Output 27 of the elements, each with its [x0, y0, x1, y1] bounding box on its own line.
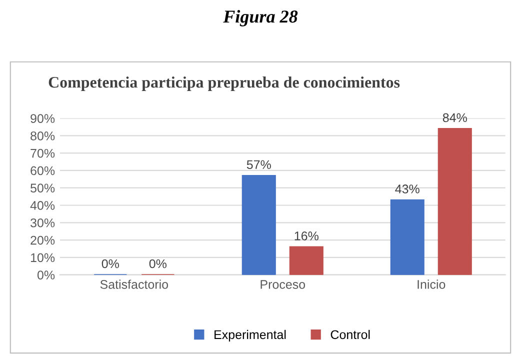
data-label: 57% — [246, 160, 271, 170]
x-tick-label: Satisfactorio — [100, 280, 168, 289]
bar — [242, 174, 276, 275]
y-tick-label: 40% — [30, 201, 55, 210]
data-label: 16% — [294, 232, 318, 240]
y-tick-label: 80% — [30, 131, 55, 140]
y-tick-label: 30% — [30, 218, 55, 228]
legend-label: Control — [330, 330, 370, 340]
y-tick-label: 20% — [30, 236, 55, 245]
bar — [390, 199, 424, 275]
legend-label: Experimental — [214, 330, 286, 342]
y-tick-label: 50% — [30, 184, 55, 193]
data-label: 0% — [149, 259, 167, 268]
y-tick-label: 60% — [30, 166, 55, 176]
x-tick-label: Inicio — [418, 280, 446, 289]
data-label: 84% — [442, 113, 467, 122]
bar — [438, 128, 472, 275]
data-label: 43% — [395, 184, 420, 194]
y-tick-label: 10% — [30, 253, 55, 262]
x-tick-label: Proceso — [260, 280, 306, 289]
bar — [289, 246, 324, 275]
y-tick-label: 90% — [30, 114, 55, 123]
y-tick-label: 0% — [37, 270, 55, 280]
text: Figura 28 — [223, 10, 298, 26]
data-label: 0% — [102, 259, 119, 268]
y-tick-label: 70% — [30, 148, 55, 158]
chart-title: Competencia participa preprueba de conocimientos — [48, 76, 400, 91]
